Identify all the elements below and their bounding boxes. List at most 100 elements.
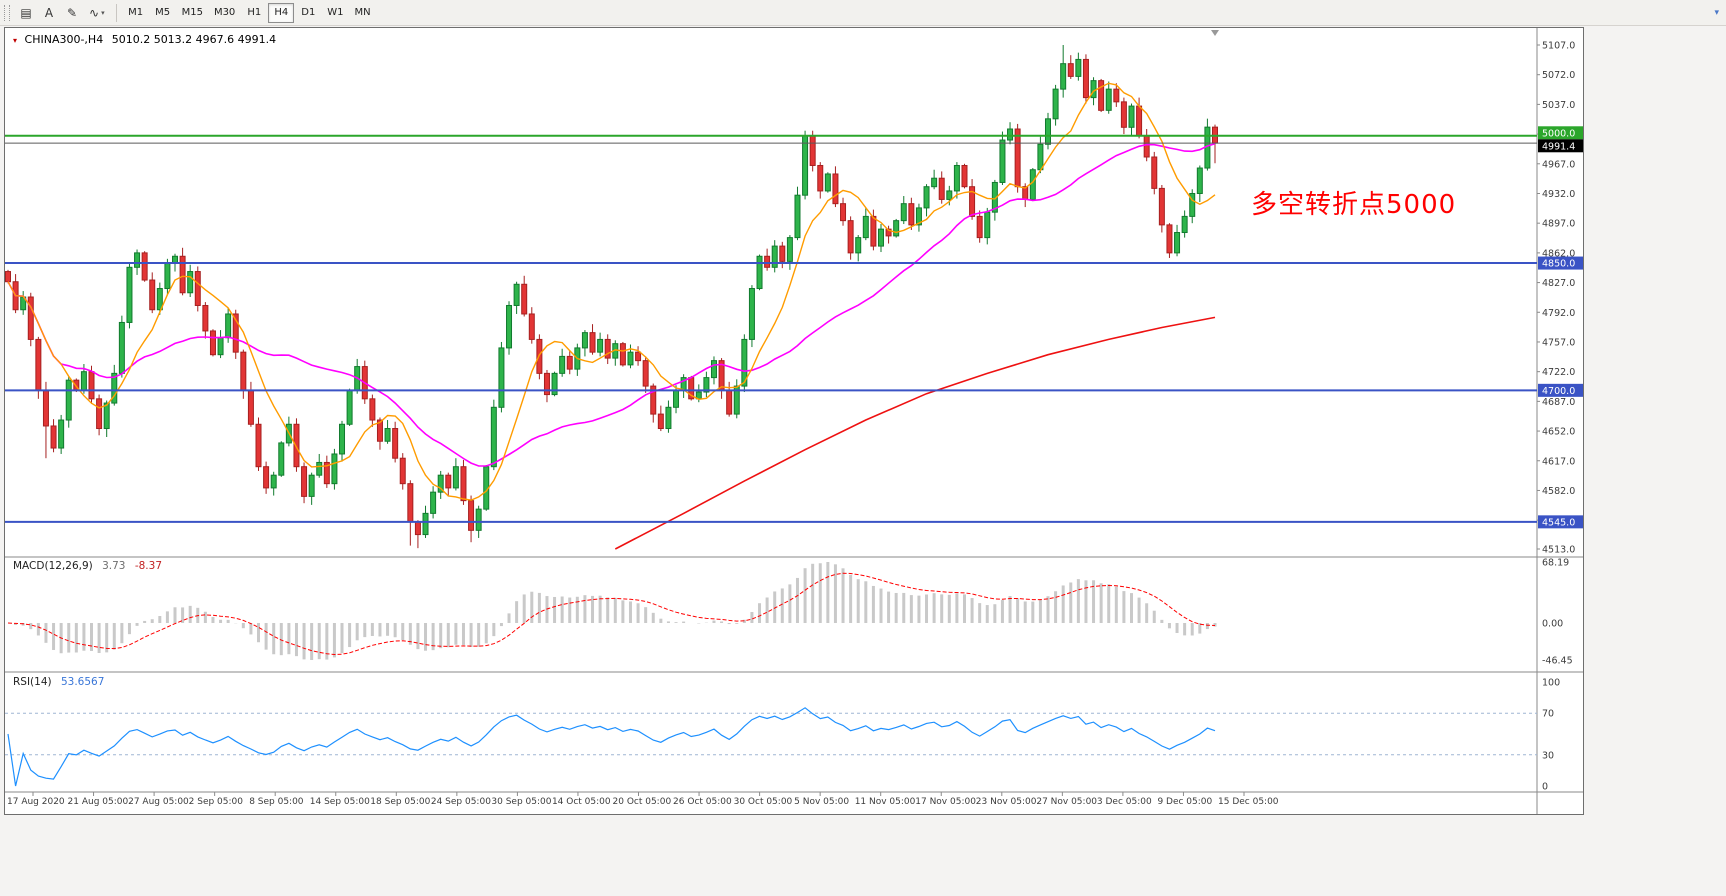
time-axis-label: 30 Sep 05:00	[491, 797, 551, 807]
timeframe-button-m30[interactable]: M30	[209, 3, 240, 23]
chart-type-icon: ▤	[20, 5, 32, 20]
price-axis-label: 4757.0	[1542, 337, 1575, 348]
ma-long-line	[614, 316, 1216, 550]
candles-layer	[5, 45, 1218, 549]
price-axis-label: 4862.0	[1542, 248, 1575, 259]
time-axis-label: 9 Dec 05:00	[1157, 797, 1212, 807]
timeframe-toolbar: M1 M5 M15 M30 H1 H4 D1 W1 MN	[123, 2, 376, 23]
chart-symbol-label: CHINA300-,H4	[24, 33, 104, 46]
price-axis-label: 5072.0	[1542, 70, 1575, 81]
rsi-axis-label: 30	[1542, 750, 1554, 761]
price-axis-label: 4722.0	[1542, 367, 1575, 378]
timeframe-button-h1[interactable]: H1	[241, 3, 267, 23]
price-axis-label: 5037.0	[1542, 100, 1575, 111]
rsi-line	[7, 707, 1216, 787]
draw-tool-button[interactable]: ✎	[61, 3, 83, 23]
toolbar-more-icon[interactable]: ▾	[1714, 7, 1719, 18]
svg-text:4545.0: 4545.0	[1542, 517, 1575, 528]
moving-averages	[7, 82, 1216, 550]
price-axis-label: 4687.0	[1542, 397, 1575, 408]
chart-shift-marker[interactable]	[1211, 30, 1219, 36]
level-price-badge	[1538, 383, 1583, 397]
level-price-badge	[1538, 515, 1583, 529]
macd-axis-label: -46.45	[1542, 656, 1573, 667]
svg-text:4700.0: 4700.0	[1542, 386, 1575, 397]
chart-plot-area[interactable]: 5107.05072.05037.05002.04967.04932.04897…	[5, 28, 1583, 814]
timeframe-button-w1[interactable]: W1	[322, 3, 348, 23]
time-axis-label: 23 Nov 05:00	[976, 797, 1037, 807]
level-price-badge	[1538, 256, 1583, 270]
price-axis-label: 4897.0	[1542, 219, 1575, 230]
toolbar-separator	[115, 3, 117, 22]
price-badges: 5000.0 4850.0 4700.0 4545.0 4991.4	[1538, 126, 1583, 529]
indicators-icon: ∿	[89, 5, 100, 20]
time-axis-label: 17 Nov 05:00	[915, 797, 976, 807]
macd-main-value: 3.73	[102, 560, 126, 572]
macd-histogram	[14, 562, 1217, 660]
symbol-marker-icon[interactable]: ▾	[13, 36, 18, 45]
panel-separators	[5, 28, 1583, 814]
toolbar-drag-handle[interactable]	[4, 4, 10, 21]
macd-axis-label: 68.19	[1542, 558, 1569, 569]
rsi-indicator-label: RSI(14) 53.6567	[13, 676, 110, 688]
rsi-axis-label: 0	[1542, 782, 1548, 793]
time-axis-label: 27 Nov 05:00	[1036, 797, 1097, 807]
timeframe-button-mn[interactable]: MN	[350, 3, 376, 23]
chart-title-bar: ▾ CHINA300-,H4 5010.2 5013.2 4967.6 4991…	[13, 33, 281, 46]
rsi-panel	[5, 707, 1537, 787]
time-axis-label: 30 Oct 05:00	[734, 797, 793, 807]
rsi-value: 53.6567	[60, 676, 105, 688]
price-axis-label: 4582.0	[1542, 486, 1575, 497]
time-axis-label: 18 Sep 05:00	[370, 797, 430, 807]
horizontal-levels[interactable]	[5, 134, 1537, 523]
time-axis-label: 24 Sep 05:00	[431, 797, 491, 807]
svg-text:4991.4: 4991.4	[1542, 141, 1575, 152]
chevron-down-icon: ▾	[101, 8, 105, 17]
macd-indicator-label: MACD(12,26,9) 3.73 -8.37	[13, 560, 168, 572]
ma-fast-line	[7, 82, 1216, 501]
price-axis-label: 5107.0	[1542, 41, 1575, 52]
price-axis: 5107.05072.05037.05002.04967.04932.04897…	[1537, 41, 1575, 793]
time-axis: 17 Aug 2020 21 Aug 05:00 27 Aug 05:00 2 Sep…	[7, 792, 1279, 807]
time-axis-label: 14 Sep 05:00	[310, 797, 370, 807]
time-axis-label: 2 Sep 05:00	[189, 797, 244, 807]
price-axis-label: 4513.0	[1542, 545, 1575, 556]
time-axis-label: 21 Aug 05:00	[68, 797, 129, 807]
timeframe-button-m5[interactable]: M5	[150, 3, 176, 23]
ma-mid-line	[7, 142, 1216, 467]
time-axis-label: 20 Oct 05:00	[613, 797, 672, 807]
time-axis-label: 8 Sep 05:00	[249, 797, 304, 807]
price-axis-label: 4967.0	[1542, 159, 1575, 170]
chart-annotation[interactable]: 多空转折点5000	[1251, 190, 1457, 220]
current-price-badge	[1538, 139, 1583, 153]
macd-label-text: MACD(12,26,9)	[13, 560, 93, 572]
timeframe-button-d1[interactable]: D1	[295, 3, 321, 23]
rsi-axis-label: 70	[1542, 709, 1554, 720]
timeframe-button-m15[interactable]: M15	[177, 3, 208, 23]
time-axis-label: 27 Aug 05:00	[128, 797, 189, 807]
indicators-button[interactable]: ∿ ▾	[84, 3, 110, 23]
time-axis-label: 17 Aug 2020	[7, 797, 65, 807]
price-axis-label: 4617.0	[1542, 456, 1575, 467]
annotate-text-button[interactable]: A	[38, 3, 60, 23]
price-axis-label: 4932.0	[1542, 189, 1575, 200]
svg-text:5000.0: 5000.0	[1542, 128, 1575, 139]
time-axis-label: 5 Nov 05:00	[794, 797, 849, 807]
top-toolbar: ▤ A ✎ ∿ ▾ M1 M5 M15 M30 H1 H4 D1 W1 MN ▾	[0, 0, 1726, 26]
rsi-axis-label: 100	[1542, 678, 1560, 689]
time-axis-label: 26 Oct 05:00	[673, 797, 732, 807]
time-axis-label: 14 Oct 05:00	[552, 797, 611, 807]
svg-text:4850.0: 4850.0	[1542, 259, 1575, 270]
time-axis-label: 11 Nov 05:00	[855, 797, 916, 807]
price-axis-label: 4652.0	[1542, 427, 1575, 438]
timeframe-button-h4[interactable]: H4	[268, 2, 295, 23]
time-axis-label: 15 Dec 05:00	[1218, 797, 1279, 807]
draw-tool-icon: ✎	[66, 5, 78, 20]
chart-type-button[interactable]: ▤	[15, 3, 37, 23]
timeframe-button-m1[interactable]: M1	[123, 3, 149, 23]
price-axis-label: 4827.0	[1542, 278, 1575, 289]
rsi-label-text: RSI(14)	[13, 676, 52, 688]
macd-signal-value: -8.37	[134, 560, 162, 572]
macd-axis-label: 0.00	[1542, 619, 1563, 630]
chart-window: 5107.05072.05037.05002.04967.04932.04897…	[4, 27, 1584, 815]
